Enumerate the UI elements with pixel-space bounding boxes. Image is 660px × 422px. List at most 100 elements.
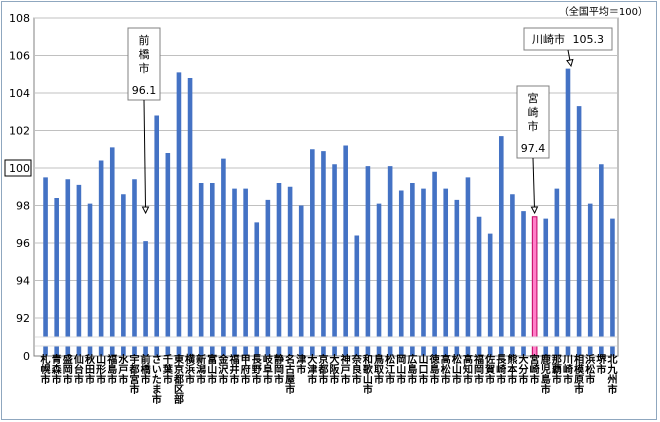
x-tick-label: さいたま市	[152, 354, 162, 406]
x-tick-label: 水戸市	[117, 353, 129, 386]
callout-label: 前橋市	[139, 33, 150, 75]
y-tick-label: 106	[9, 50, 30, 63]
callout-box	[516, 85, 550, 159]
bar	[387, 166, 393, 356]
x-tick-label: 大分市	[519, 353, 529, 386]
x-tick-label: 浜松市	[585, 353, 595, 386]
y-tick-label: 98	[16, 200, 30, 213]
bar	[376, 203, 382, 356]
bar	[321, 151, 326, 356]
x-tick-label: 佐賀市	[484, 353, 495, 386]
bar	[187, 78, 193, 356]
x-tick-label: 山形市	[96, 353, 106, 386]
bar	[554, 188, 560, 356]
axis-break-band	[35, 337, 617, 346]
x-tick-label: 岡山市	[396, 354, 406, 386]
bar	[432, 171, 437, 356]
bar	[287, 186, 293, 356]
x-tick-label: 岐阜市	[263, 353, 273, 386]
bar	[143, 241, 148, 356]
x-tick-label: 和歌山市	[362, 353, 374, 396]
bar	[165, 153, 171, 356]
x-tick-label: 高知市	[462, 353, 473, 386]
callout-arrowhead	[566, 58, 574, 68]
x-tick-label: 川崎市	[562, 354, 573, 386]
callout-label: 川崎市	[532, 32, 565, 46]
callout-box	[127, 27, 161, 101]
bar	[521, 211, 526, 356]
x-tick-label: 富山市	[207, 353, 217, 386]
bar	[76, 184, 82, 356]
callout-value: 105.3	[573, 33, 605, 46]
x-tick-label: 金沢市	[217, 353, 229, 386]
x-tick-label: 京都市	[317, 353, 328, 386]
bar	[365, 166, 371, 356]
y-tick-label: 102	[9, 125, 30, 138]
reference-100-box	[4, 159, 32, 177]
x-tick-label: 名古屋市	[285, 353, 295, 396]
bar	[343, 145, 348, 356]
x-tick-label: 青森市	[51, 353, 63, 386]
bar	[43, 177, 48, 356]
y-tick-label: 100	[9, 162, 30, 175]
bar	[176, 72, 182, 356]
bar	[476, 216, 482, 356]
bar	[531, 216, 538, 357]
x-tick-label: 新潟市	[196, 353, 206, 386]
x-tick-label: 仙台市	[74, 353, 84, 386]
bar	[276, 183, 282, 356]
x-tick-label: 山口市	[418, 353, 428, 386]
bar	[254, 222, 260, 356]
bar	[54, 198, 59, 356]
callout-value: 97.4	[521, 142, 546, 155]
callout-value: 96.1	[132, 84, 157, 97]
x-tick-label: 北九州市	[606, 353, 617, 396]
bar	[465, 177, 471, 356]
x-tick-label: 前橋市	[141, 353, 152, 386]
chart-note: （全国平均＝100）	[558, 7, 648, 18]
x-tick-label: 福岡市	[473, 353, 484, 386]
x-tick-label: 堺市	[596, 353, 607, 376]
bar	[132, 179, 137, 356]
bar	[454, 199, 460, 356]
bar	[498, 136, 504, 356]
y-tick-label: 96	[16, 237, 30, 250]
x-tick-label: 宇都宮市	[128, 353, 139, 396]
x-tick-label: 横浜市	[185, 353, 196, 386]
bar	[354, 235, 360, 356]
bar	[298, 205, 304, 356]
bar	[421, 188, 426, 356]
x-tick-label: 長崎市	[496, 354, 507, 386]
x-tick-label: 神戸市	[341, 353, 351, 386]
x-tick-label: 大阪市	[330, 353, 341, 386]
bar	[398, 190, 404, 356]
bar	[243, 188, 248, 356]
x-tick-label: 東京都区部	[173, 353, 184, 406]
x-tick-label: 長野市	[252, 354, 263, 386]
callout-arrow	[143, 99, 147, 214]
bar	[87, 203, 93, 356]
x-tick-label: 千葉市	[162, 353, 174, 386]
y-tick-label: 94	[16, 275, 30, 288]
bar	[232, 188, 237, 356]
bar	[543, 218, 549, 356]
bar	[209, 183, 215, 356]
bar	[154, 115, 160, 356]
x-tick-label: 盛岡市	[63, 353, 73, 386]
y-tick-label: 92	[16, 312, 30, 325]
bar	[610, 218, 615, 356]
bar	[599, 164, 604, 356]
callout-arrowhead	[530, 206, 539, 215]
bar	[310, 149, 315, 356]
y-tick-label: 104	[9, 87, 30, 100]
x-tick-label: 那覇市	[552, 354, 562, 386]
x-tick-label: 大津市	[307, 353, 317, 386]
bar	[109, 147, 115, 356]
bar	[65, 179, 71, 356]
bar	[587, 203, 593, 356]
bar	[410, 183, 415, 356]
bar	[221, 158, 226, 356]
y-tick-label: 0	[23, 350, 30, 363]
